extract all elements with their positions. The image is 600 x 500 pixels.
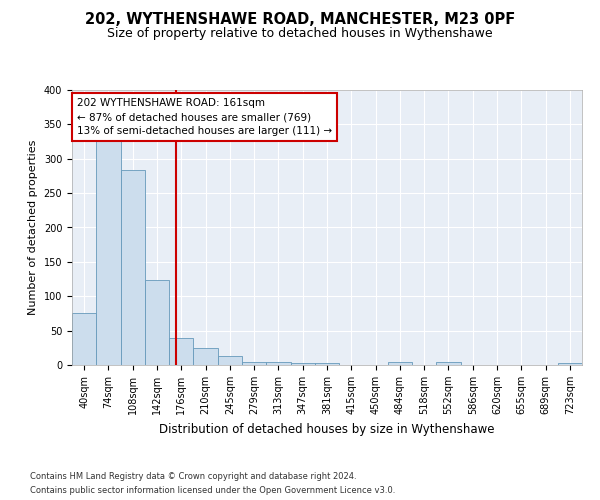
Bar xyxy=(436,362,461,365)
Bar xyxy=(315,363,339,365)
Bar xyxy=(558,363,582,365)
X-axis label: Distribution of detached houses by size in Wythenshawe: Distribution of detached houses by size … xyxy=(159,422,495,436)
Bar xyxy=(169,338,193,365)
Text: 202, WYTHENSHAWE ROAD, MANCHESTER, M23 0PF: 202, WYTHENSHAWE ROAD, MANCHESTER, M23 0… xyxy=(85,12,515,28)
Text: 202 WYTHENSHAWE ROAD: 161sqm
← 87% of detached houses are smaller (769)
13% of s: 202 WYTHENSHAWE ROAD: 161sqm ← 87% of de… xyxy=(77,98,332,136)
Text: Contains HM Land Registry data © Crown copyright and database right 2024.: Contains HM Land Registry data © Crown c… xyxy=(30,472,356,481)
Bar xyxy=(218,356,242,365)
Bar xyxy=(388,362,412,365)
Bar xyxy=(290,363,315,365)
Bar xyxy=(145,280,169,365)
Text: Contains public sector information licensed under the Open Government Licence v3: Contains public sector information licen… xyxy=(30,486,395,495)
Bar xyxy=(242,362,266,365)
Bar xyxy=(121,170,145,365)
Y-axis label: Number of detached properties: Number of detached properties xyxy=(28,140,38,315)
Bar xyxy=(266,362,290,365)
Bar xyxy=(72,314,96,365)
Bar xyxy=(96,140,121,365)
Bar xyxy=(193,348,218,365)
Text: Size of property relative to detached houses in Wythenshawe: Size of property relative to detached ho… xyxy=(107,28,493,40)
